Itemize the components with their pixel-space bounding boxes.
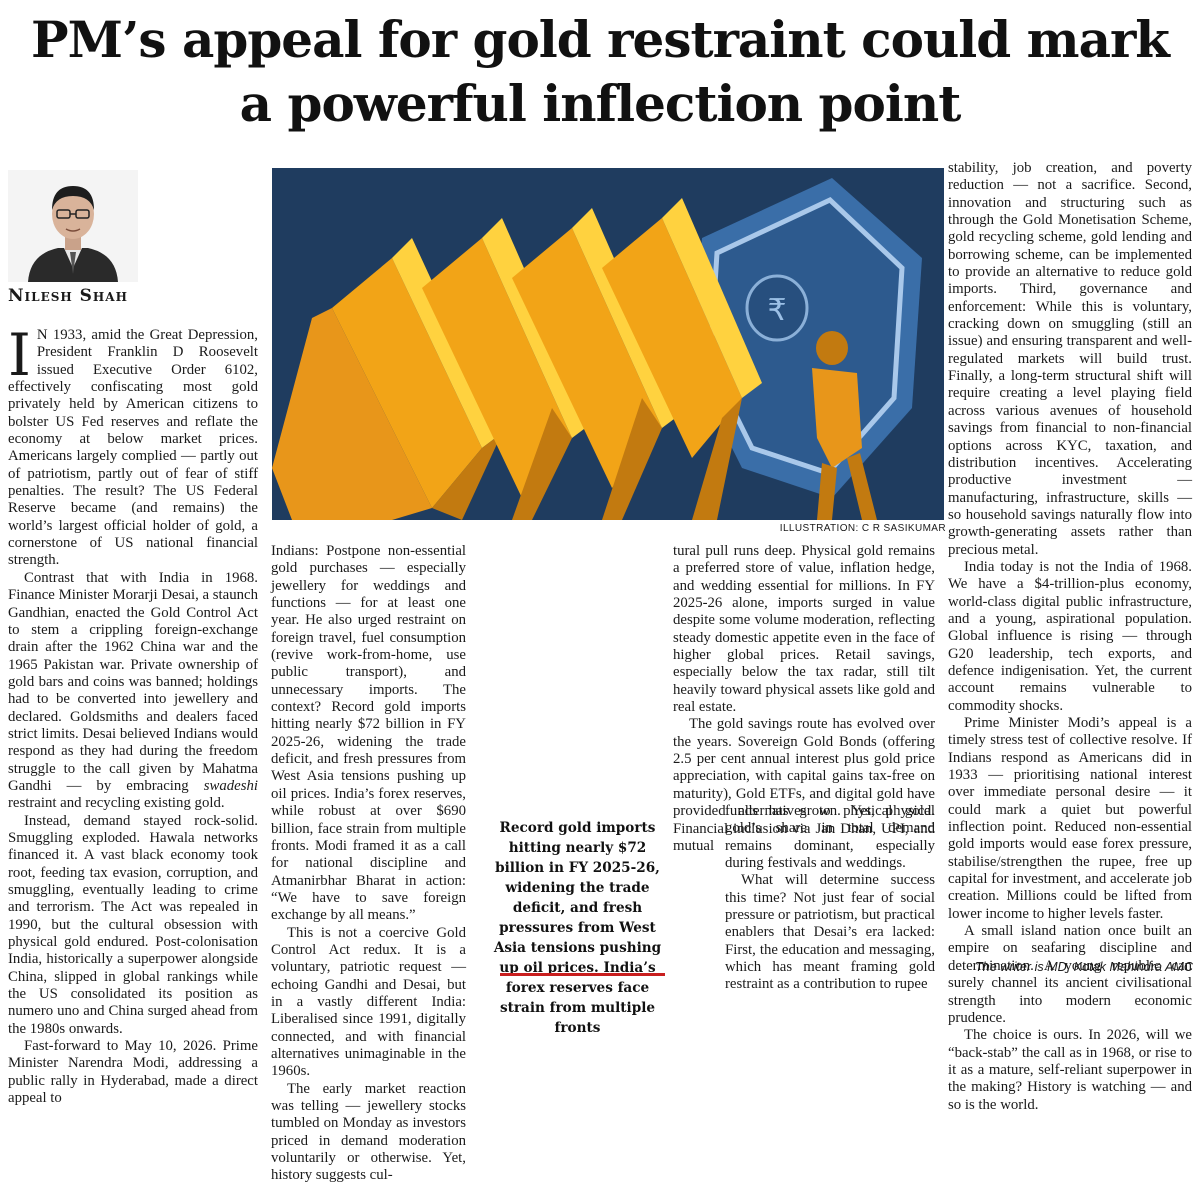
paragraph: Fast-forward to May 10, 2026. Prime Mini… — [8, 1038, 258, 1107]
paragraph: stability, job creation, and poverty red… — [948, 160, 1192, 558]
paragraph: India today is not the India of 1968. We… — [948, 558, 1192, 714]
drop-cap: I — [8, 321, 31, 389]
svg-text:₹: ₹ — [767, 293, 786, 328]
pull-quote: Record gold imports hitting nearly $72 b… — [493, 820, 662, 1036]
paragraph-text: N 1933, amid the Great Depression, Presi… — [8, 327, 258, 569]
paragraph: Instead, demand stayed rock-solid. Smugg… — [8, 812, 258, 1037]
author-note: The writer is MD, Kotak Mahindra AMC — [975, 960, 1193, 974]
illustration: ₹ — [272, 168, 944, 520]
paragraph: funds has grown. Yet, physical gold’s sh… — [725, 803, 935, 872]
article-column-3: tural pull runs deep. Physical gold rema… — [673, 543, 935, 855]
paragraph: The gold savings route has evolved over … — [673, 716, 935, 854]
paragraph: Prime Minister Modi’s appeal is a timely… — [948, 715, 1192, 922]
author-portrait-icon — [8, 170, 138, 282]
paragraph: What will determine success this time? N… — [725, 872, 935, 993]
headline: PM’s appeal for gold restraint could mar… — [0, 8, 1200, 136]
paragraph: tural pull runs deep. Physical gold rema… — [673, 543, 935, 716]
article-column-3-lower: funds has grown. Yet, physical gold’s sh… — [725, 803, 935, 994]
pull-quote-rule — [500, 973, 665, 976]
paragraph: A small island nation once built an empi… — [948, 923, 1192, 1026]
paragraph: This is not a coercive Gold Control Act … — [271, 924, 466, 1080]
paragraph: Contrast that with India in 1968. Financ… — [8, 570, 258, 813]
paragraph-text: Contrast that with India in 1968. Financ… — [8, 569, 258, 794]
paragraph: Indians: Postpone non-essential gold pur… — [271, 543, 466, 924]
headline-line-2: a powerful inflection point — [239, 74, 962, 133]
emphasis-text: swadeshi — [203, 777, 258, 794]
paragraph-text: restraint and recycling existing gold. — [8, 795, 225, 812]
headline-line-1: PM’s appeal for gold restraint could mar… — [31, 10, 1170, 69]
gold-bars-shield-icon: ₹ — [272, 168, 944, 520]
paragraph: The early market reaction was telling — … — [271, 1080, 466, 1184]
paragraph: The choice is ours. In 2026, will we “ba… — [948, 1027, 1192, 1113]
illustration-credit: ILLUSTRATION: C R SASIKUMAR — [779, 523, 946, 534]
article-column-2: Indians: Postpone non-essential gold pur… — [271, 543, 466, 1185]
author-byline: Nilesh Shah — [8, 286, 128, 306]
author-photo — [8, 170, 138, 282]
